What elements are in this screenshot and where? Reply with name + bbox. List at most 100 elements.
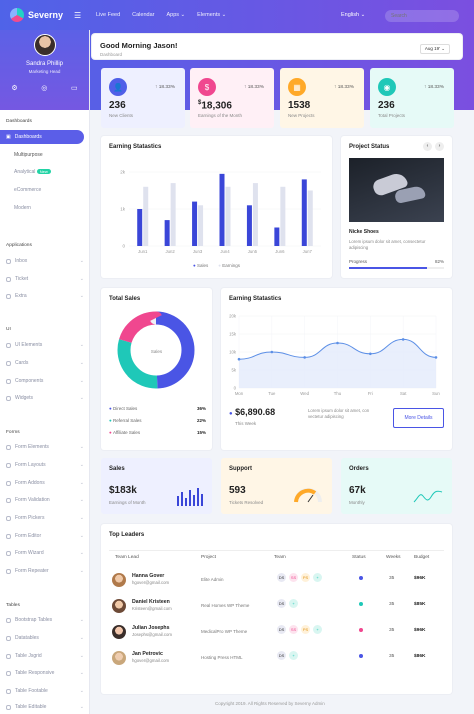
sidebar-item-extra[interactable]: Extra ⌄ — [6, 293, 84, 299]
add-member-button[interactable]: + — [288, 598, 299, 609]
chevron-down-icon: ⌄ — [79, 258, 84, 264]
date-select[interactable]: Aug 19' ⌄ — [419, 44, 450, 54]
sidebar-item-table-footable[interactable]: Table Footable ⌄ — [6, 688, 84, 694]
data-point — [303, 356, 306, 359]
chevron-down-icon: ⌄ — [79, 480, 84, 486]
sidebar-sub-modern[interactable]: Modern — [14, 205, 31, 211]
profile-name: Sandra Phillip — [25, 61, 64, 67]
x-tick-label: Sat — [400, 391, 407, 396]
sidebar-item-form-validation[interactable]: Form Validation ⌄ — [6, 497, 84, 503]
sidebar-item-label: Table Responsive — [15, 670, 55, 676]
add-member-button[interactable]: + — [288, 650, 299, 661]
sidebar-item-table-jsgrid[interactable]: Table Jsgrid ⌄ — [6, 653, 84, 659]
sidebar-sub-multipurpose[interactable]: Multipurpose — [14, 152, 43, 158]
breadcrumb: Dashboard — [100, 52, 123, 57]
chevron-down-icon: ⌄ — [79, 462, 84, 468]
bar-earnings — [252, 183, 258, 246]
sidebar-sub-ecommerce[interactable]: eCommerce — [14, 187, 42, 193]
topbar: Severny ☰ Live Feed Calendar Apps ⌄ Elem… — [0, 0, 474, 30]
sidebar-item-inbox[interactable]: Inbox ⌄ — [6, 258, 84, 264]
ticket-icon — [6, 276, 11, 282]
form-icon — [6, 462, 11, 468]
more-details-button[interactable]: More Details — [393, 408, 444, 428]
sidebar-item-label: Form Addons — [15, 480, 45, 486]
legend-label: Sales — [196, 263, 209, 268]
status-dot — [359, 628, 363, 632]
table-row[interactable]: Julian Josephs Josephs@gmail.com Medical… — [112, 623, 442, 647]
legend-swatch: ● — [193, 263, 196, 268]
chevron-down-icon: ⌄ — [79, 550, 84, 556]
sidebar-sub-analytical[interactable]: Analytical New — [14, 169, 51, 175]
sidebar-item-label: Datatables — [15, 635, 39, 641]
sidebar-item-dashboards[interactable]: ▣ Dashboards — [0, 130, 84, 144]
status-dot — [359, 654, 363, 658]
sidebar-item-components[interactable]: Components ⌄ — [6, 378, 84, 384]
leader-email: hgover@gmail.com — [132, 658, 170, 663]
area-fill — [239, 339, 436, 388]
form-icon — [6, 568, 11, 574]
sidebar-item-ui-elements[interactable]: UI Elements ⌄ — [6, 342, 84, 348]
ui-elements-icon — [6, 342, 11, 348]
sidebar-item-form-pickers[interactable]: Form Pickers ⌄ — [6, 515, 84, 521]
sidebar-item-form-wizard[interactable]: Form Wizard ⌄ — [6, 550, 84, 556]
budget-value: $86K — [414, 654, 426, 659]
logo[interactable]: Severny — [0, 8, 90, 22]
profile-settings-icon[interactable]: ⚙ — [11, 85, 18, 92]
menu-toggle-icon[interactable]: ☰ — [74, 10, 82, 20]
sidebar-item-form-elements[interactable]: Form Elements ⌄ — [6, 444, 84, 450]
donut-slice — [117, 311, 195, 389]
next-icon[interactable]: › — [435, 142, 444, 151]
stat-percent: ↑ 18.33% — [423, 85, 444, 90]
sidebar-item-form-editor[interactable]: Form Editor ⌄ — [6, 533, 84, 539]
nav-calendar[interactable]: Calendar — [132, 12, 155, 18]
prev-icon[interactable]: ‹ — [423, 142, 432, 151]
x-tick-label: Jun1 — [138, 249, 148, 254]
chevron-down-icon: ⌄ — [79, 444, 84, 450]
avatar[interactable] — [33, 34, 56, 56]
stat-label: Earnings of the Month — [198, 113, 243, 118]
chevron-down-icon: ⌄ — [79, 670, 84, 676]
earning-bar-card: Earning Statastics 0 1k 2k Jun1 Jun2 Jun3 Jun4… — [101, 136, 332, 278]
table-icon — [6, 635, 11, 641]
section-dashboards: Dashboards — [6, 119, 32, 124]
leader-name: Jan Petrovic — [132, 651, 163, 657]
sidebar-item-bootstrap-tables[interactable]: Bootstrap Tables ⌄ — [6, 617, 84, 623]
chevron-down-icon: ⌄ — [79, 653, 84, 659]
table-row[interactable]: Jan Petrovic hgover@gmail.com Hosting Pr… — [112, 649, 442, 673]
table-row[interactable]: Daniel Kristeen Kristeen@gmail.com Real … — [112, 597, 442, 621]
add-member-button[interactable]: + — [312, 624, 323, 635]
sidebar-item-form-layouts[interactable]: Form Layouts ⌄ — [6, 462, 84, 468]
profile-messages-icon[interactable]: ▭ — [71, 85, 78, 92]
language-select[interactable]: English ⌄ — [341, 12, 366, 18]
sidebar-item-label: Table Jsgrid — [15, 653, 42, 659]
sidebar-item-form-addons[interactable]: Form Addons ⌄ — [6, 480, 84, 486]
product-name: Nicke Shoes — [349, 229, 379, 235]
nav-apps[interactable]: Apps ⌄ — [166, 12, 186, 18]
column-header-status: Status — [352, 555, 366, 560]
nav-live-feed[interactable]: Live Feed — [96, 12, 121, 18]
profile-notifications-icon[interactable]: ◎ — [41, 85, 48, 92]
form-icon — [6, 444, 11, 450]
sidebar-item-widgets[interactable]: Widgets ⌄ — [6, 395, 84, 401]
sidebar-sub-label: Analytical — [14, 169, 36, 175]
team-badge: DS — [276, 598, 287, 609]
earning-description: Lorem ipsum dolor sit amet, con vectetur… — [308, 408, 370, 420]
add-member-button[interactable]: + — [312, 572, 323, 583]
column-header-budget: Budget — [414, 555, 430, 560]
sidebar-item-datatables[interactable]: Datatables ⌄ — [6, 635, 84, 641]
orders-card: Orders 67k Monthly — [341, 458, 452, 514]
stat-percent-value: 18.33% — [247, 85, 264, 90]
sidebar-item-cards[interactable]: Cards ⌄ — [6, 360, 84, 366]
x-tick-label: Jun3 — [193, 249, 203, 254]
sales-value: $183k — [109, 485, 137, 496]
chevron-down-icon: ⌄ — [79, 276, 84, 282]
search-input[interactable] — [385, 10, 459, 22]
sidebar-item-form-repeater[interactable]: Form Repeater ⌄ — [6, 568, 84, 574]
stat-card-earnings: $ ↑ 18.33% $18,306 Earnings of the Month — [190, 68, 274, 128]
nav-elements[interactable]: Elements ⌄ — [197, 12, 227, 18]
sidebar: Sandra Phillip Marketing Head ⚙ ◎ ▭ — [0, 30, 90, 714]
sidebar-item-table-responsive[interactable]: Table Responsive ⌄ — [6, 670, 84, 676]
sidebar-item-ticket[interactable]: Ticket ⌄ — [6, 276, 84, 282]
sidebar-item-table-editable[interactable]: Table Editable ⌄ — [6, 704, 84, 710]
table-row[interactable]: Hanna Gover hgover@gmail.com Elite Admin… — [112, 571, 442, 595]
